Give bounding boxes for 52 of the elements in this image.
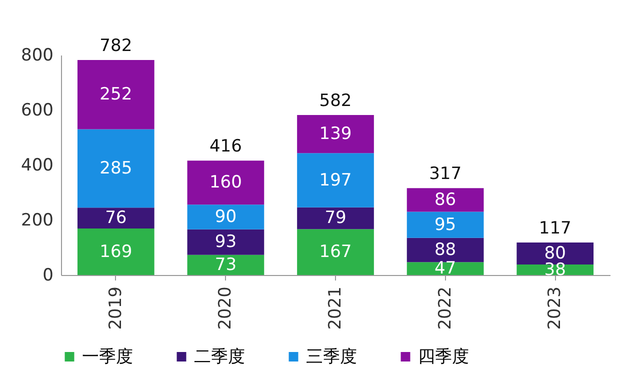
data-label: 252 (100, 84, 132, 105)
x-tick-label: 2023 (545, 286, 566, 330)
legend-label: 二季度 (194, 346, 245, 367)
bar (187, 254, 264, 275)
x-tick-label: 2022 (435, 286, 456, 330)
bar (297, 207, 374, 230)
bar (297, 114, 374, 154)
bar (406, 212, 484, 238)
bar (77, 208, 154, 229)
bar (77, 129, 154, 208)
data-label: 79 (324, 208, 346, 228)
total-label: 317 (429, 164, 462, 184)
data-label: 90 (214, 206, 237, 227)
data-label: 38 (544, 260, 566, 280)
total-label: 416 (209, 136, 242, 157)
y-tick-label: 600 (21, 100, 54, 120)
legend-label: 四季度 (418, 346, 469, 367)
bar (297, 229, 374, 275)
bar (297, 153, 374, 208)
bar (77, 60, 154, 130)
data-label: 47 (434, 258, 456, 279)
data-label: 169 (100, 242, 132, 262)
data-label: 76 (105, 208, 127, 228)
x-tick-label: 2020 (216, 286, 236, 330)
bar (406, 262, 484, 275)
y-tick-label: 800 (21, 46, 54, 66)
bar (187, 204, 264, 230)
y-tick-label: 0 (42, 266, 54, 286)
bar (406, 188, 484, 212)
x-tick-label: 2021 (326, 286, 346, 330)
bar (406, 238, 484, 262)
x-tick-label: 2019 (106, 286, 126, 330)
data-label: 197 (319, 170, 352, 190)
bar (187, 160, 264, 205)
legend-label: 三季度 (306, 346, 357, 367)
total-label: 117 (538, 218, 572, 239)
data-label: 285 (100, 158, 132, 178)
total-label: 582 (319, 90, 352, 111)
legend-label: 一季度 (82, 346, 133, 367)
data-label: 160 (209, 172, 242, 193)
y-tick-label: 200 (21, 210, 54, 230)
data-label: 93 (214, 232, 237, 252)
bar (77, 228, 154, 275)
data-label: 86 (434, 190, 456, 210)
data-label: 167 (319, 242, 352, 262)
data-label: 139 (319, 124, 352, 144)
data-label: 73 (214, 254, 237, 275)
bar (187, 229, 264, 255)
total-label: 782 (100, 36, 132, 56)
y-tick-label: 400 (21, 156, 54, 176)
data-label: 95 (434, 214, 456, 235)
data-label: 88 (434, 240, 456, 260)
